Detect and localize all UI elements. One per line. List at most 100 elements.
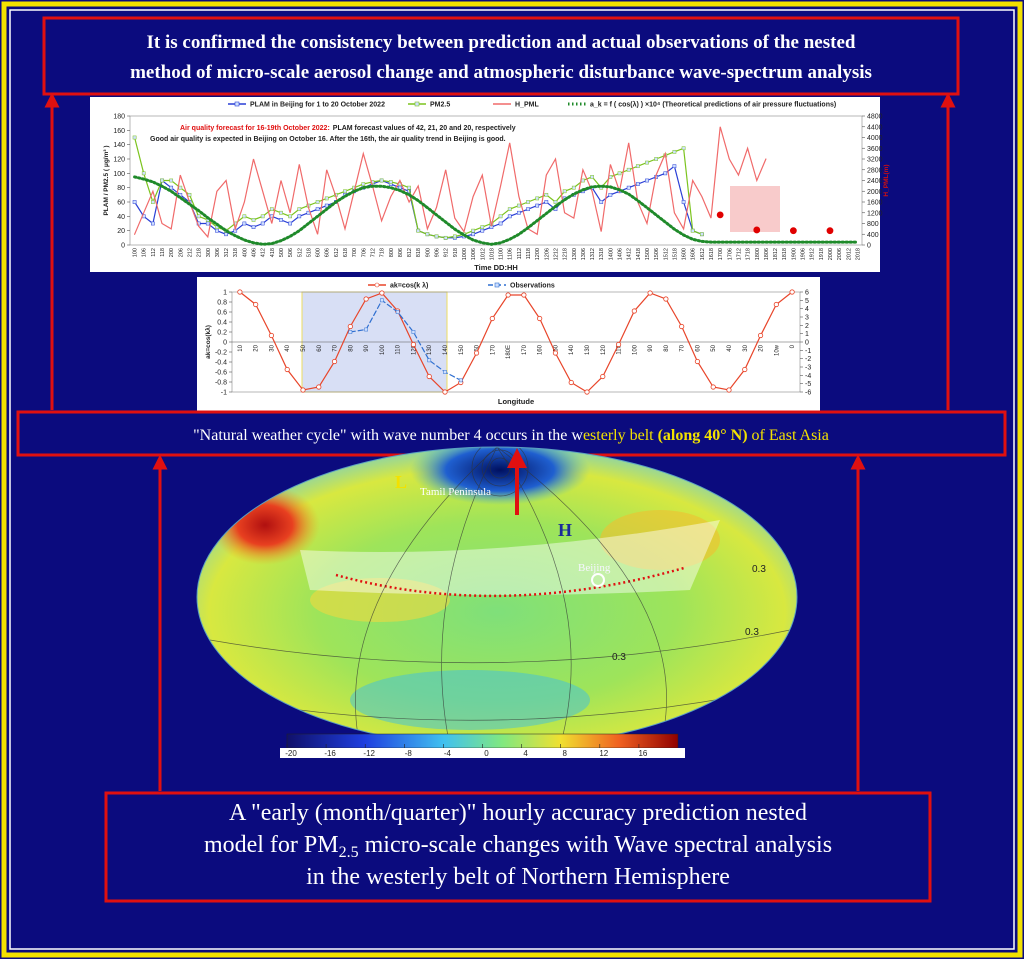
data-point (260, 221, 265, 226)
legend-marker (374, 282, 380, 288)
x-tick-label: 318 (233, 248, 239, 257)
data-point (654, 157, 658, 161)
x-tick-label: 418 (270, 248, 276, 257)
forecast-zone (730, 186, 780, 232)
chart-panel (90, 97, 880, 272)
y2-tick-label: 4 (805, 306, 809, 313)
city-marker (591, 573, 605, 587)
data-point (645, 160, 649, 165)
data-point (132, 200, 137, 204)
x-tick-label: 612 (334, 248, 340, 257)
x-tick-label: 130 (427, 344, 433, 355)
data-point (517, 210, 521, 215)
data-point (169, 178, 174, 183)
data-point (363, 296, 369, 302)
data-point (517, 203, 521, 208)
x-tick-label: 300 (206, 248, 212, 257)
data-point (537, 315, 543, 322)
x-tick-label: 900 (425, 248, 431, 257)
data-point (237, 289, 243, 295)
data-point (160, 178, 164, 183)
y-tick-label: 40 (117, 214, 125, 221)
colorbar-tick-label: 0 (484, 749, 489, 758)
data-point (324, 196, 329, 201)
data-point (434, 234, 439, 239)
data-point (694, 358, 701, 365)
y2-tick-label: 1 (805, 331, 809, 338)
x-tick-label: 1600 (682, 248, 688, 260)
data-point (505, 292, 511, 298)
x-tick-label: 1506 (654, 248, 660, 260)
data-point (742, 366, 748, 373)
data-point (279, 210, 283, 215)
y2-tick-label: 3200 (867, 157, 883, 164)
x-tick-label: 906 (435, 248, 441, 257)
banner-part: esterly belt (583, 427, 658, 444)
x-tick-label: 512 (297, 248, 303, 257)
data-point (284, 366, 290, 373)
banner-part: (along 40° N) (658, 427, 748, 444)
x-tick-label: 1218 (563, 248, 569, 260)
x-tick-label: 30 (269, 344, 275, 351)
footer-box (104, 791, 932, 903)
x-axis-title: Longitude (498, 397, 534, 406)
data-point (471, 228, 475, 233)
data-point (789, 289, 795, 295)
y-tick-label: -0.8 (215, 380, 227, 387)
x-tick-label: 1006 (471, 248, 477, 260)
data-point (288, 221, 292, 226)
header-box (42, 16, 960, 96)
y-tick-label: 60 (117, 200, 125, 207)
banner-text: "Natural weather cycle" with wave number… (193, 427, 829, 444)
data-point (268, 332, 275, 339)
x-tick-label: 1700 (718, 248, 724, 260)
x-tick-label: 1500 (645, 248, 651, 260)
x-tick-label: 618 (343, 248, 349, 257)
data-point (443, 370, 447, 374)
high-label: H (558, 520, 572, 540)
x-tick-label: 212 (187, 248, 193, 257)
data-point (535, 203, 540, 208)
y-tick-label: 1 (223, 290, 227, 297)
y2-tick-label: -2 (805, 356, 811, 363)
x-tick-label: 1818 (782, 248, 788, 260)
y2-tick-label: -6 (805, 390, 811, 397)
y-tick-label: -0.6 (215, 370, 227, 377)
y2-tick-label: 0 (805, 340, 809, 347)
data-point (480, 225, 485, 229)
data-point (343, 189, 347, 194)
data-point (562, 189, 567, 194)
data-point (443, 235, 448, 240)
colorbar-tick-label: 16 (638, 749, 647, 758)
data-point (458, 378, 463, 383)
data-point (826, 227, 834, 235)
data-point (315, 200, 320, 204)
data-point (535, 196, 540, 201)
legend-label: H_PML (515, 102, 539, 109)
x-tick-label: 412 (261, 248, 267, 257)
contour-label: 0.3 (745, 627, 759, 638)
x-tick-label: 106 (142, 248, 148, 257)
data-point (427, 358, 432, 363)
data-point (568, 379, 574, 386)
x-tick-label: 1718 (746, 248, 752, 260)
footer-part: model for PM (204, 832, 339, 858)
data-point (581, 178, 585, 183)
data-point (151, 200, 155, 204)
colorbar-tick-label: 12 (599, 749, 608, 758)
y-tick-label: -1 (221, 390, 227, 397)
legend-marker (234, 101, 240, 107)
footer-subscript: 2.5 (339, 844, 359, 861)
data-point (297, 214, 302, 219)
data-point (526, 200, 530, 204)
data-point (726, 387, 732, 393)
data-point (498, 214, 503, 219)
y2-tick-label: -5 (805, 381, 811, 388)
data-point (395, 310, 400, 314)
x-tick-label: 600 (316, 248, 322, 257)
x-tick-label: 1100 (499, 248, 505, 260)
y-tick-label: -0.2 (215, 350, 227, 357)
data-point (151, 221, 155, 226)
y2-tick-label: 2000 (867, 189, 883, 196)
